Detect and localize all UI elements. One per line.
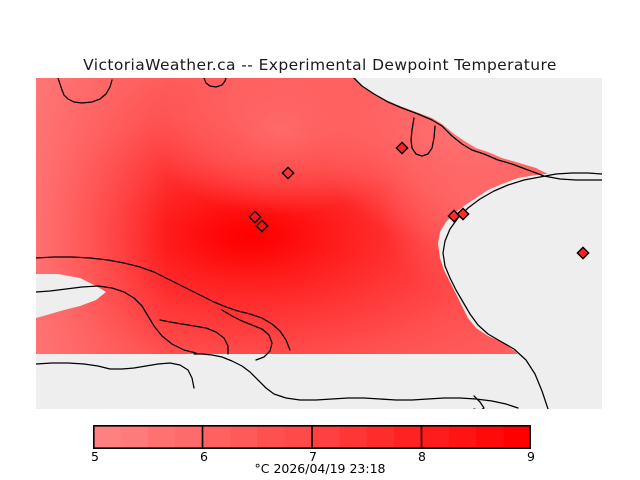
colorbar-tick-label: 9 [527, 449, 535, 464]
station-marker[interactable] [447, 209, 461, 223]
colorbar-tick-label: 8 [418, 449, 426, 464]
nodata-region-northeast [354, 78, 602, 178]
station-marker[interactable] [395, 141, 409, 155]
page-title: VictoriaWeather.ca -- Experimental Dewpo… [83, 56, 557, 74]
colorbar-ticks [93, 425, 531, 449]
coastline-north-peninsula [410, 117, 436, 157]
coastline-layer [36, 78, 602, 409]
coastline-north-island [203, 78, 227, 88]
coastline-southwest [36, 285, 197, 354]
coastline-east-islands [442, 172, 602, 409]
colorbar-tick-label: 5 [91, 449, 99, 464]
coastline-victoria-peninsula [36, 256, 291, 351]
nodata-region-east [438, 172, 602, 409]
colorbar-tick-labels: 5 6 7 8 9 [0, 449, 640, 465]
station-marker[interactable] [248, 210, 262, 224]
colorbar [93, 425, 534, 452]
colorbar-caption: °C 2026/04/19 23:18 [254, 461, 386, 476]
map-panel[interactable] [36, 78, 602, 409]
colorbar-scale [93, 425, 531, 449]
coastline-south-inlet [159, 319, 229, 355]
coastline-northeast-mainland [353, 78, 602, 181]
colorbar-tick-label: 7 [309, 449, 317, 464]
coastline-olympic-north [36, 362, 195, 389]
station-marker[interactable] [456, 207, 470, 221]
dewpoint-contour-map[interactable] [36, 78, 602, 409]
coastline-victoria-harbour [221, 309, 273, 361]
station-marker[interactable] [281, 166, 295, 180]
coastline-dungeness-hook [473, 395, 485, 409]
nodata-region-south [36, 355, 602, 409]
station-markers[interactable] [248, 141, 590, 260]
coastline-northwest-inlet [57, 78, 113, 104]
nodata-region-southwest [36, 274, 106, 318]
colorbar-tick-label: 6 [200, 449, 208, 464]
station-marker[interactable] [255, 219, 269, 233]
station-marker[interactable] [576, 246, 590, 260]
coastline-olympic-spit [193, 353, 519, 409]
